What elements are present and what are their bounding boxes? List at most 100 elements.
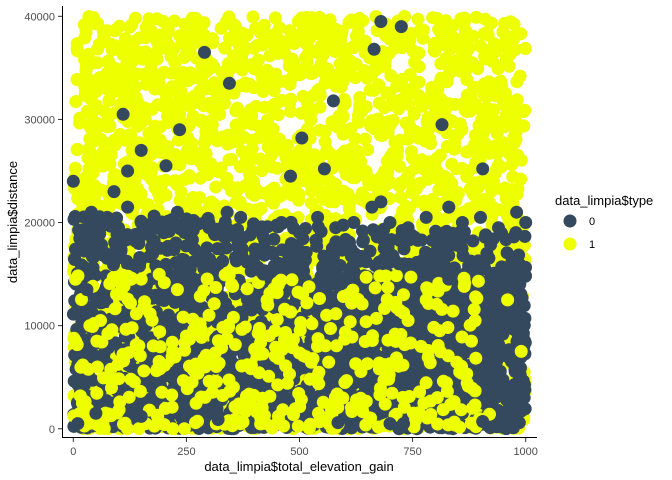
point-series-1 xyxy=(181,34,195,48)
point-series-1 xyxy=(402,131,416,145)
point-series-1 xyxy=(86,166,100,180)
point-series-1 xyxy=(365,68,379,82)
point-series-1 xyxy=(264,194,278,208)
point-series-1 xyxy=(341,187,355,201)
point-series-1 xyxy=(478,49,492,63)
point-series-0 xyxy=(132,237,146,250)
point-series-1 xyxy=(428,41,442,55)
point-series-1 xyxy=(125,143,139,157)
point-series-1 xyxy=(434,92,448,106)
point-series-1 xyxy=(125,18,139,32)
point-series-1 xyxy=(323,13,337,27)
point-series-1 xyxy=(356,14,370,28)
point-series-1 xyxy=(514,172,528,186)
point-series-1 xyxy=(227,86,241,100)
point-series-1 xyxy=(398,10,411,23)
point-series-1 xyxy=(264,184,278,197)
point-series-1 xyxy=(518,42,532,55)
point-series-1 xyxy=(265,99,279,113)
point-series-1 xyxy=(318,124,332,138)
point-series-0 xyxy=(509,226,523,240)
point-series-1 xyxy=(69,95,83,109)
point-series-1 xyxy=(405,186,419,200)
point-series-1 xyxy=(272,132,286,146)
point-series-1 xyxy=(123,128,137,142)
point-series-1 xyxy=(71,192,85,205)
point-series-1 xyxy=(118,32,132,46)
point-series-1 xyxy=(205,57,219,71)
point-series-1 xyxy=(378,60,392,74)
point-series-0 xyxy=(416,253,430,267)
point-series-1 xyxy=(507,17,521,31)
point-series-1 xyxy=(513,69,527,83)
point-series-1 xyxy=(335,45,349,59)
point-series-1 xyxy=(131,67,145,81)
point-series-1 xyxy=(108,133,122,147)
point-series-1 xyxy=(169,97,183,111)
point-series-1 xyxy=(158,28,172,42)
point-series-1 xyxy=(447,135,461,149)
point-series-1 xyxy=(68,161,82,175)
point-series-1 xyxy=(90,116,104,130)
point-series-1 xyxy=(294,27,308,41)
point-series-1 xyxy=(283,96,297,110)
point-series-1 xyxy=(456,63,470,77)
point-series-1 xyxy=(163,82,177,96)
point-series-1 xyxy=(253,152,267,166)
point-series-1 xyxy=(508,115,522,129)
point-series-1 xyxy=(317,62,331,76)
point-series-0 xyxy=(68,210,82,223)
point-series-1 xyxy=(467,188,481,202)
point-series-1 xyxy=(138,105,151,119)
point-series-1 xyxy=(312,19,326,33)
point-series-1 xyxy=(102,57,116,71)
point-series-0 xyxy=(333,259,347,272)
point-series-1 xyxy=(343,60,357,74)
point-series-1 xyxy=(484,103,498,117)
point-series-0 xyxy=(246,257,260,271)
point-series-1 xyxy=(498,16,511,30)
point-series-1 xyxy=(356,167,370,181)
point-series-1 xyxy=(299,36,313,50)
point-series-1 xyxy=(349,143,363,157)
point-series-1 xyxy=(180,45,194,59)
point-series-1 xyxy=(111,79,125,93)
point-series-1 xyxy=(224,152,238,166)
point-series-1 xyxy=(209,180,223,194)
point-series-1 xyxy=(268,11,282,25)
point-series-1 xyxy=(502,59,516,73)
point-series-1 xyxy=(148,119,162,133)
point-series-0 xyxy=(149,288,163,302)
point-series-0 xyxy=(147,209,161,223)
point-series-0 xyxy=(299,245,313,259)
point-series-1 xyxy=(102,200,116,214)
point-series-1 xyxy=(505,183,519,197)
point-series-1 xyxy=(177,173,191,187)
point-series-1 xyxy=(462,202,476,216)
point-series-1 xyxy=(287,55,300,69)
point-series-1 xyxy=(202,161,216,175)
point-series-0 xyxy=(75,223,89,237)
point-series-1 xyxy=(87,11,100,24)
point-series-1 xyxy=(296,89,310,103)
point-series-1 xyxy=(494,74,508,88)
point-series-1 xyxy=(298,51,312,65)
point-series-1 xyxy=(348,71,362,85)
point-series-1 xyxy=(480,25,494,39)
point-series-1 xyxy=(508,43,522,57)
point-series-1 xyxy=(320,143,334,157)
point-series-1 xyxy=(195,73,208,87)
point-series-1 xyxy=(153,133,167,147)
point-series-1 xyxy=(258,27,272,41)
point-series-1 xyxy=(443,43,457,56)
point-series-1 xyxy=(487,37,501,51)
point-series-1 xyxy=(233,195,247,209)
point-series-1 xyxy=(500,141,514,155)
point-series-1 xyxy=(358,132,372,146)
point-series-0 xyxy=(184,232,198,246)
point-series-0 xyxy=(211,242,224,256)
point-series-1 xyxy=(83,182,97,196)
point-series-1 xyxy=(249,203,263,217)
point-series-1 xyxy=(499,108,513,122)
point-series-1 xyxy=(131,162,145,176)
